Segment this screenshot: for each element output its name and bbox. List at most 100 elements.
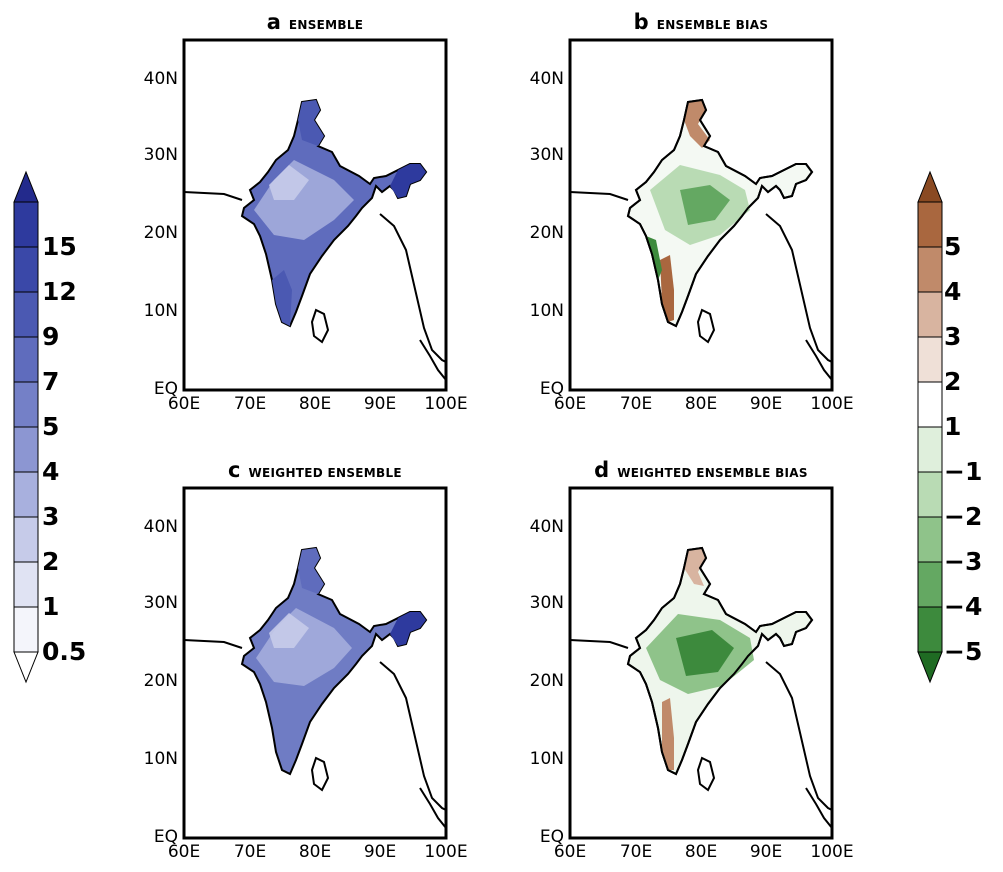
sri-lanka-outline: [696, 756, 716, 792]
colorbar-tick-label: 1: [42, 592, 60, 621]
lon-tick-label: 100E: [424, 842, 468, 862]
lon-tick-label: 90E: [749, 842, 783, 862]
lon-tick-label: 90E: [363, 842, 397, 862]
land-coastline: [805, 787, 833, 829]
land-coastline: [805, 339, 833, 381]
colorbar-swatch: [13, 606, 39, 653]
colorbar-tick-label: −1: [944, 457, 983, 486]
lat-tick-label: 20N: [143, 223, 178, 243]
lat-tick-label: 10N: [143, 301, 178, 321]
colorbar-end-top: [917, 170, 943, 203]
land-coastline: [765, 661, 833, 811]
panel-c-map: [182, 486, 448, 840]
colorbar-tick-label: 2: [42, 547, 60, 576]
lat-tick-label: 10N: [529, 749, 564, 769]
colorbar-swatch: [917, 246, 943, 293]
colorbar-swatch: [917, 336, 943, 383]
colorbar-right: [917, 170, 943, 684]
lat-tick-label: 20N: [143, 671, 178, 691]
colorbar-tick-label: −4: [944, 592, 983, 621]
colorbar-tick-label: 4: [944, 277, 962, 306]
field-contour-green: [676, 630, 734, 676]
lon-tick-label: 100E: [810, 394, 854, 414]
colorbar-tick-label: 5: [42, 412, 60, 441]
lon-tick-label: 70E: [233, 394, 267, 414]
lon-tick-label: 100E: [424, 394, 468, 414]
sri-lanka-outline: [310, 308, 330, 344]
panel-letter: c: [228, 458, 241, 482]
field-contour-brown: [662, 698, 674, 770]
lat-tick-label: 40N: [143, 69, 178, 89]
colorbar-swatch: [13, 246, 39, 293]
colorbar-tick-label: 1: [944, 412, 962, 441]
land-coastline: [183, 639, 243, 649]
land-coastline: [569, 191, 629, 201]
colorbar-left: [13, 170, 39, 684]
colorbar-swatch: [13, 201, 39, 248]
land-coastline: [765, 213, 833, 363]
colorbar-tick-label: −5: [944, 637, 983, 666]
colorbar-tick-label: 12: [42, 277, 77, 306]
colorbar-tick-label: 0.5: [42, 637, 87, 666]
panel-label: WEIGHTED ENSEMBLE BIAS: [617, 466, 808, 480]
panel-b-map: [568, 38, 834, 392]
colorbar-tick-label: 2: [944, 367, 962, 396]
lon-tick-label: 80E: [298, 394, 332, 414]
panel-d-map: [568, 486, 834, 840]
colorbar-tick-label: 15: [42, 232, 77, 261]
field-contour-dark: [390, 164, 426, 198]
panel-d-title: d WEIGHTED ENSEMBLE BIAS: [570, 458, 832, 482]
land-coastline: [419, 339, 447, 381]
colorbar-swatch: [13, 291, 39, 338]
panel-label: WEIGHTED ENSEMBLE: [248, 466, 402, 480]
colorbar-swatch: [13, 516, 39, 563]
colorbar-end-top: [13, 170, 39, 203]
field-contour-dark: [390, 612, 426, 646]
colorbar-swatch: [917, 606, 943, 653]
lat-tick-label: 30N: [529, 593, 564, 613]
panel-b-title: b ENSEMBLE BIAS: [570, 10, 832, 34]
field-contour-dark: [298, 100, 324, 146]
lat-tick-label: 20N: [529, 671, 564, 691]
lat-tick-label: EQ: [539, 827, 564, 847]
colorbar-tick-label: −2: [944, 502, 983, 531]
land-coastline: [183, 191, 243, 201]
panel-letter: b: [633, 10, 649, 34]
colorbar-swatch: [13, 471, 39, 518]
land-coastline: [379, 661, 447, 811]
colorbar-swatch: [917, 291, 943, 338]
field-contour-dark: [298, 548, 324, 594]
colorbar-end-bottom: [13, 651, 39, 684]
lat-tick-label: EQ: [153, 827, 178, 847]
lon-tick-label: 70E: [619, 394, 653, 414]
colorbar-swatch: [917, 516, 943, 563]
field-contour-brown: [660, 255, 674, 322]
lon-tick-label: 60E: [167, 394, 201, 414]
lon-tick-label: 80E: [684, 842, 718, 862]
colorbar-tick-label: 5: [944, 232, 962, 261]
lat-tick-label: 10N: [143, 749, 178, 769]
colorbar-swatch: [13, 336, 39, 383]
land-coastline: [379, 213, 447, 363]
lon-tick-label: 60E: [553, 842, 587, 862]
colorbar-swatch: [13, 426, 39, 473]
panel-label: ENSEMBLE BIAS: [656, 18, 769, 32]
panel-a-title: a ENSEMBLE: [184, 10, 446, 34]
land-coastline: [569, 639, 629, 649]
colorbar-tick-label: −3: [944, 547, 983, 576]
field-contour-light: [269, 165, 309, 200]
field-contour-brown: [684, 100, 710, 148]
lon-tick-label: 100E: [810, 842, 854, 862]
colorbar-swatch: [917, 201, 943, 248]
field-contour-green: [680, 185, 730, 225]
lon-tick-label: 60E: [553, 394, 587, 414]
colorbar-swatch: [917, 381, 943, 428]
lon-tick-label: 90E: [749, 394, 783, 414]
lat-tick-label: 30N: [529, 145, 564, 165]
lon-tick-label: 60E: [167, 842, 201, 862]
lon-tick-label: 70E: [619, 842, 653, 862]
colorbar-end-bottom: [917, 651, 943, 684]
lat-tick-label: 30N: [143, 145, 178, 165]
colorbar-tick-label: 9: [42, 322, 60, 351]
